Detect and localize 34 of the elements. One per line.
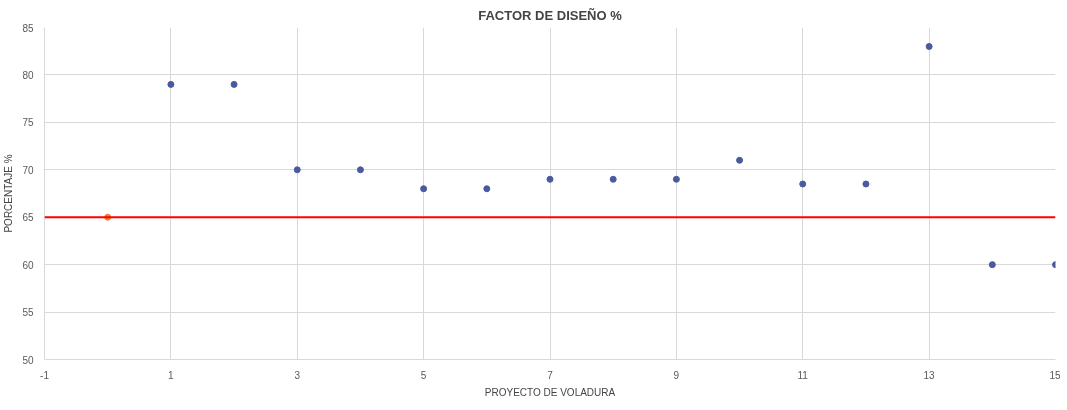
x-tick-label: 11 [797, 369, 809, 381]
point [420, 185, 428, 193]
y-tick-label: 65 [22, 212, 34, 224]
point [546, 175, 554, 183]
x-tick-label: 7 [547, 369, 554, 381]
point [862, 180, 870, 188]
y-tick-label: 80 [22, 69, 34, 81]
y-axis-title: PORCENTAJE % [3, 154, 15, 233]
x-tick-label: 3 [294, 369, 301, 381]
x-tick-label: 9 [673, 369, 680, 381]
point [483, 185, 491, 193]
point [988, 261, 996, 269]
point [356, 166, 364, 174]
y-tick-label: 70 [22, 164, 34, 176]
point [167, 80, 175, 88]
chart-title: FACTOR DE DISEÑO % [478, 7, 623, 23]
x-axis-title: PROYECTO DE VOLADURA [484, 386, 616, 398]
point [925, 42, 933, 50]
x-tick-label: -1 [40, 369, 50, 381]
y-tick-label: 60 [22, 259, 34, 271]
point [799, 180, 807, 188]
y-tick-label: 85 [22, 22, 34, 34]
y-tick-label: 55 [22, 307, 34, 319]
point [609, 175, 617, 183]
y-tick-label: 75 [22, 117, 34, 129]
y-tick-label: 50 [22, 354, 34, 366]
x-tick-label: 5 [420, 369, 427, 381]
point [293, 166, 301, 174]
point [736, 156, 744, 164]
x-tick-label: 1 [168, 369, 175, 381]
point [672, 175, 680, 183]
x-tick-label: 13 [923, 369, 936, 381]
point [230, 80, 238, 88]
x-tick-label: 15 [1049, 369, 1061, 381]
